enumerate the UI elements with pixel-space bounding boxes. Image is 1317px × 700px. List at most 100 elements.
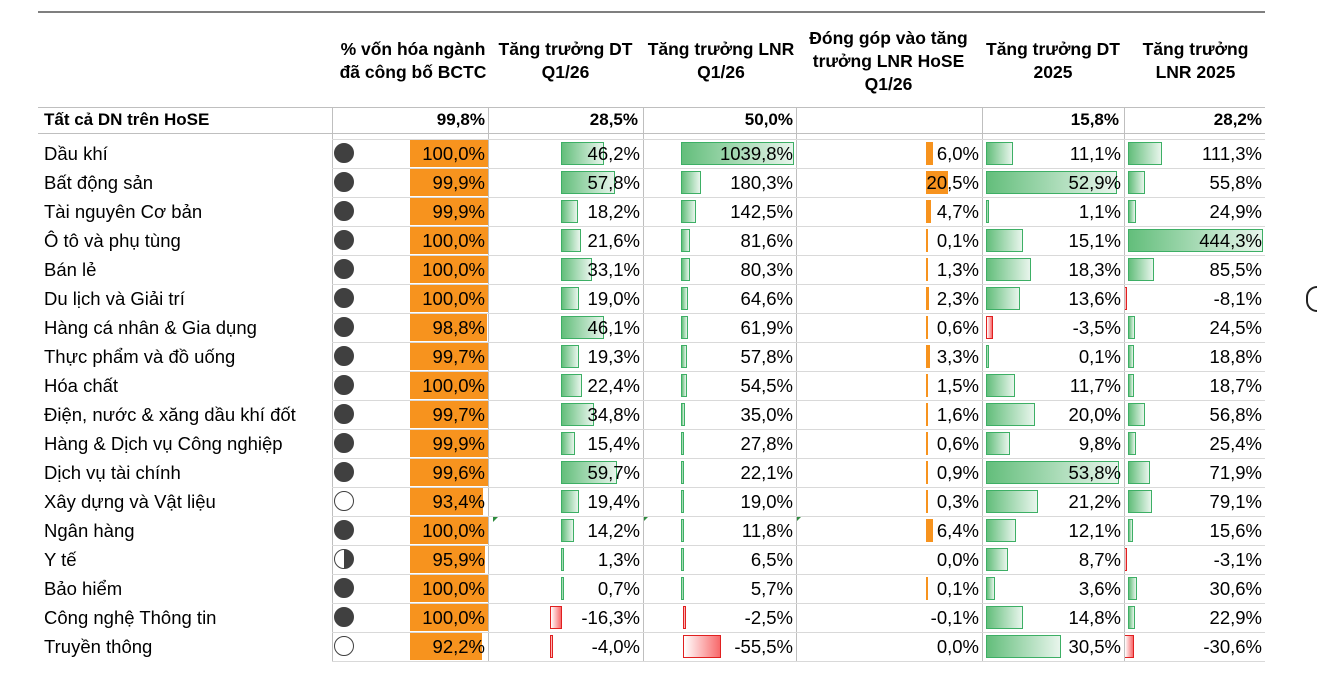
rev-2025-bar bbox=[986, 577, 995, 600]
np-2025-cell: 56,8% bbox=[1124, 400, 1265, 429]
pct-reported-bar bbox=[410, 604, 488, 631]
row-divider bbox=[332, 226, 1265, 227]
rev-2025-value: 21,2% bbox=[1068, 491, 1121, 512]
pct-reported-bar bbox=[410, 488, 483, 515]
rev-q1-bar bbox=[561, 258, 593, 281]
contribution-bar bbox=[926, 345, 930, 368]
rev-2025-bar bbox=[986, 374, 1015, 397]
sector-name: Điện, nước & xăng dầu khí đốt bbox=[44, 404, 296, 425]
rev-q1-value: 18,2% bbox=[587, 201, 640, 222]
rev-q1-cell: -4,0% bbox=[493, 632, 643, 661]
rev-2025-bar bbox=[986, 461, 1120, 484]
rev-q1-value: -16,3% bbox=[581, 607, 640, 628]
rev-q1-value: 46,2% bbox=[587, 143, 640, 164]
np-q1-cell: 11,8% bbox=[643, 516, 796, 545]
sector-row: Hàng & Dịch vụ Công nghiệp 99,9% 15,4% 27,8… bbox=[38, 429, 1265, 458]
pct-reported-value: 100,0% bbox=[422, 578, 485, 599]
contribution-bar bbox=[926, 490, 928, 513]
np-2025-cell: -3,1% bbox=[1124, 545, 1265, 574]
contrib-value: 4,7% bbox=[936, 201, 979, 222]
report-status-icon bbox=[334, 636, 354, 656]
rev-2025-value: 30,5% bbox=[1068, 636, 1121, 657]
sector-row: Ô tô và phụ tùng 100,0% 21,6% 81,6% 0,1% 15,1… bbox=[38, 226, 1265, 255]
pct-reported-cell: 99,6% bbox=[410, 458, 488, 487]
np-2025-cell: 79,1% bbox=[1124, 487, 1265, 516]
np-q1-cell: 27,8% bbox=[643, 429, 796, 458]
rev-2025-bar bbox=[986, 171, 1117, 194]
rev-2025-bar bbox=[986, 432, 1011, 455]
np-q1-bar bbox=[681, 229, 690, 252]
np-q1-value: 22,1% bbox=[740, 462, 793, 483]
rev-2025-cell: 11,1% bbox=[982, 139, 1124, 168]
contrib-cell: 20,5% bbox=[796, 168, 982, 197]
np-2025-cell: 24,9% bbox=[1124, 197, 1265, 226]
row-divider bbox=[332, 342, 1265, 343]
rev-q1-value: 22,4% bbox=[587, 375, 640, 396]
rev-q1-cell: 21,6% bbox=[493, 226, 643, 255]
column-divider bbox=[332, 107, 333, 661]
rev-2025-value: 20,0% bbox=[1068, 404, 1121, 425]
sector-row: Hóa chất 100,0% 22,4% 54,5% 1,5% 11,7% 18,7% bbox=[38, 371, 1265, 400]
rev-q1-bar bbox=[550, 606, 562, 629]
row-divider bbox=[332, 632, 1265, 633]
np-q1-bar bbox=[681, 142, 794, 165]
contrib-value: 0,1% bbox=[936, 578, 979, 599]
contribution-bar bbox=[926, 432, 928, 455]
pct-reported-value: 99,9% bbox=[432, 172, 485, 193]
pct-reported-bar bbox=[410, 633, 482, 660]
contrib-value: 3,3% bbox=[936, 346, 979, 367]
rev-2025-cell: 15,1% bbox=[982, 226, 1124, 255]
rev-q1-value: -4,0% bbox=[591, 636, 640, 657]
rev-q1-bar bbox=[561, 548, 564, 571]
contrib-value: 1,5% bbox=[936, 375, 979, 396]
rev-q1-bar bbox=[561, 142, 605, 165]
sector-name: Bất động sản bbox=[44, 172, 154, 193]
pct-reported-bar bbox=[410, 169, 488, 196]
np-2025-cell: -30,6% bbox=[1124, 632, 1265, 661]
rev-q1-bar bbox=[561, 287, 579, 310]
rev-2025-cell: -3,5% bbox=[982, 313, 1124, 342]
np-2025-cell: 24,5% bbox=[1124, 313, 1265, 342]
report-status-icon bbox=[334, 259, 354, 279]
np-q1-value: 27,8% bbox=[740, 433, 793, 454]
contrib-cell: 1,3% bbox=[796, 255, 982, 284]
sector-name: Dịch vụ tài chính bbox=[44, 462, 181, 483]
rev-q1-value: 19,0% bbox=[587, 288, 640, 309]
row-divider bbox=[332, 458, 1265, 459]
rev-q1-cell: 22,4% bbox=[493, 371, 643, 400]
pct-reported-cell: 99,9% bbox=[410, 168, 488, 197]
pct-reported-bar bbox=[410, 198, 488, 225]
np-2025-value: 444,3% bbox=[1199, 230, 1262, 251]
pct-reported-value: 92,2% bbox=[432, 636, 485, 657]
rev-2025-bar bbox=[986, 258, 1032, 281]
sector-row: Dịch vụ tài chính 99,6% 59,7% 22,1% 0,9% 53,8… bbox=[38, 458, 1265, 487]
rev-2025-bar bbox=[986, 519, 1016, 542]
np-q1-bar bbox=[681, 519, 684, 542]
report-status-icon bbox=[334, 549, 354, 569]
np-2025-cell: 111,3% bbox=[1124, 139, 1265, 168]
note-marker bbox=[796, 516, 802, 522]
pct-reported-cell: 92,2% bbox=[410, 632, 488, 661]
rev-2025-cell: 13,6% bbox=[982, 284, 1124, 313]
rev-2025-value: 12,1% bbox=[1068, 520, 1121, 541]
rev-q1-bar bbox=[561, 519, 575, 542]
contribution-bar bbox=[926, 171, 949, 194]
np-2025-cell: 85,5% bbox=[1124, 255, 1265, 284]
rev-2025-value: 52,9% bbox=[1068, 172, 1121, 193]
np-q1-bar bbox=[683, 635, 721, 658]
np-2025-value: 18,7% bbox=[1209, 375, 1262, 396]
sector-row: Bất động sản 99,9% 57,8% 180,3% 20,5% 52,9% 55… bbox=[38, 168, 1265, 197]
np-q1-cell: -2,5% bbox=[643, 603, 796, 632]
pct-reported-value: 95,9% bbox=[432, 549, 485, 570]
pct-reported-bar bbox=[410, 430, 488, 457]
pct-reported-value: 100,0% bbox=[422, 375, 485, 396]
rev-q1-value: 14,2% bbox=[587, 520, 640, 541]
rev-q1-cell: 46,2% bbox=[493, 139, 643, 168]
pct-reported-bar bbox=[410, 546, 485, 573]
np-2025-bar bbox=[1128, 229, 1263, 252]
sector-name: Du lịch và Giải trí bbox=[44, 288, 185, 309]
np-2025-value: -3,1% bbox=[1213, 549, 1262, 570]
sector-name: Truyền thông bbox=[44, 636, 153, 657]
rev-q1-bar bbox=[561, 171, 616, 194]
report-status-icon bbox=[334, 578, 354, 598]
